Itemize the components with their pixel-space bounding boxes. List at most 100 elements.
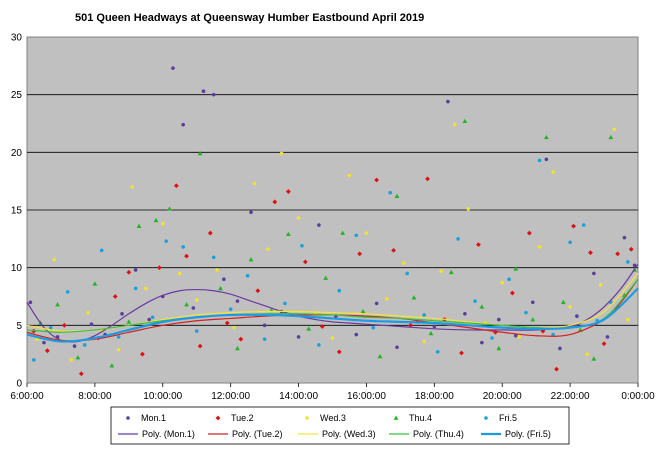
data-point-series-4 bbox=[560, 299, 566, 305]
legend-label-trend-3: Poly. (Wed.3) bbox=[322, 429, 376, 439]
data-point-series-4 bbox=[306, 326, 312, 331]
data-point-series-2 bbox=[44, 348, 50, 354]
data-point-series-4 bbox=[126, 319, 132, 324]
data-point-series-5 bbox=[31, 358, 36, 362]
trendline-5 bbox=[26, 287, 639, 343]
data-point-series-5 bbox=[133, 286, 138, 291]
data-point-series-5 bbox=[65, 290, 70, 294]
data-point-series-3 bbox=[551, 170, 555, 174]
x-tick-label: 16:00:00 bbox=[347, 391, 386, 402]
legend-marker-series-1 bbox=[126, 416, 130, 420]
data-point-series-4 bbox=[55, 302, 60, 307]
x-axis-ticks: 6:00:00 8:00:00 10:00:00 12:00:00 14:00:00 16… bbox=[10, 383, 655, 402]
data-point-series-3 bbox=[517, 335, 521, 339]
data-point-series-5 bbox=[82, 343, 87, 347]
data-point-series-2 bbox=[61, 322, 67, 328]
y-tick-label: 15 bbox=[11, 206, 23, 217]
data-point-series-1 bbox=[480, 340, 484, 345]
data-point-series-2 bbox=[184, 253, 189, 259]
data-point-series-2 bbox=[319, 324, 325, 329]
x-tick-label: 0:00:00 bbox=[621, 391, 655, 402]
data-point-series-3 bbox=[364, 231, 369, 235]
data-point-series-2 bbox=[588, 250, 593, 256]
data-point-series-3 bbox=[69, 358, 73, 362]
data-point-series-4 bbox=[218, 285, 223, 291]
data-point-series-2 bbox=[207, 230, 213, 236]
data-point-series-2 bbox=[197, 343, 203, 349]
data-point-series-4 bbox=[462, 118, 468, 123]
data-point-series-3 bbox=[452, 122, 457, 127]
data-point-series-2 bbox=[285, 189, 291, 194]
data-point-series-1 bbox=[544, 157, 549, 162]
data-point-series-1 bbox=[296, 335, 301, 339]
data-point-series-2 bbox=[615, 251, 621, 257]
data-point-series-1 bbox=[446, 99, 450, 104]
legend-label-trend-2: Poly. (Tue.2) bbox=[232, 429, 283, 439]
y-tick-label: 30 bbox=[11, 33, 23, 44]
y-axis-ticks: 0 5 10 15 20 25 30 bbox=[11, 33, 23, 390]
data-point-series-4 bbox=[153, 217, 159, 223]
data-point-series-2 bbox=[238, 336, 244, 342]
data-point-series-5 bbox=[211, 255, 216, 260]
data-point-series-3 bbox=[422, 339, 426, 344]
data-point-series-2 bbox=[156, 265, 162, 271]
data-point-series-3 bbox=[160, 222, 165, 226]
data-point-series-4 bbox=[136, 223, 142, 228]
data-point-series-3 bbox=[500, 280, 505, 285]
data-point-series-1 bbox=[432, 324, 437, 329]
data-point-series-5 bbox=[245, 273, 250, 278]
data-point-series-2 bbox=[628, 246, 634, 252]
data-point-series-1 bbox=[235, 299, 240, 303]
data-point-series-5 bbox=[581, 223, 586, 227]
data-point-series-1 bbox=[42, 340, 46, 345]
data-point-series-1 bbox=[120, 312, 124, 316]
data-point-series-4 bbox=[109, 363, 115, 368]
data-point-series-2 bbox=[391, 247, 396, 253]
data-point-series-1 bbox=[147, 317, 151, 322]
data-point-series-5 bbox=[405, 271, 409, 276]
x-tick-label: 14:00:00 bbox=[279, 391, 318, 402]
data-point-series-2 bbox=[357, 251, 363, 257]
data-point-series-5 bbox=[48, 325, 53, 330]
data-point-series-3 bbox=[116, 347, 121, 352]
data-point-series-2 bbox=[255, 288, 261, 294]
data-point-series-3 bbox=[439, 269, 443, 273]
data-point-series-1 bbox=[558, 346, 562, 351]
data-point-series-5 bbox=[181, 245, 185, 249]
data-point-series-4 bbox=[394, 193, 400, 198]
data-point-series-1 bbox=[374, 301, 379, 306]
data-point-series-4 bbox=[448, 269, 454, 275]
data-point-series-1 bbox=[28, 300, 33, 305]
data-point-series-2 bbox=[526, 230, 532, 236]
data-point-series-3 bbox=[598, 283, 603, 287]
data-point-series-1 bbox=[514, 333, 518, 338]
data-point-series-1 bbox=[222, 277, 226, 282]
data-point-series-5 bbox=[473, 299, 477, 303]
data-point-series-4 bbox=[92, 281, 98, 286]
data-point-series-5 bbox=[317, 343, 321, 347]
data-point-series-2 bbox=[459, 350, 464, 356]
data-point-series-3 bbox=[585, 352, 589, 356]
data-point-series-4 bbox=[285, 231, 291, 237]
data-point-series-5 bbox=[116, 335, 121, 339]
data-point-series-3 bbox=[52, 257, 56, 262]
legend-label-series-5: Fri.5 bbox=[499, 413, 517, 423]
data-point-series-3 bbox=[177, 271, 182, 276]
data-point-series-5 bbox=[371, 325, 376, 330]
data-point-series-5 bbox=[507, 277, 511, 282]
data-point-series-5 bbox=[456, 237, 460, 241]
data-point-series-4 bbox=[513, 266, 519, 271]
data-point-series-3 bbox=[537, 245, 542, 249]
data-point-series-3 bbox=[626, 317, 630, 322]
data-point-series-1 bbox=[605, 335, 610, 339]
data-point-series-1 bbox=[191, 306, 196, 310]
data-point-series-4 bbox=[323, 275, 329, 280]
data-point-series-4 bbox=[411, 295, 417, 300]
legend-box bbox=[110, 406, 570, 445]
data-point-series-4 bbox=[75, 355, 81, 360]
data-point-series-4 bbox=[543, 134, 549, 140]
data-point-series-2 bbox=[336, 349, 342, 355]
data-point-series-1 bbox=[89, 322, 94, 326]
data-point-series-2 bbox=[272, 199, 278, 205]
data-point-series-3 bbox=[86, 310, 90, 315]
